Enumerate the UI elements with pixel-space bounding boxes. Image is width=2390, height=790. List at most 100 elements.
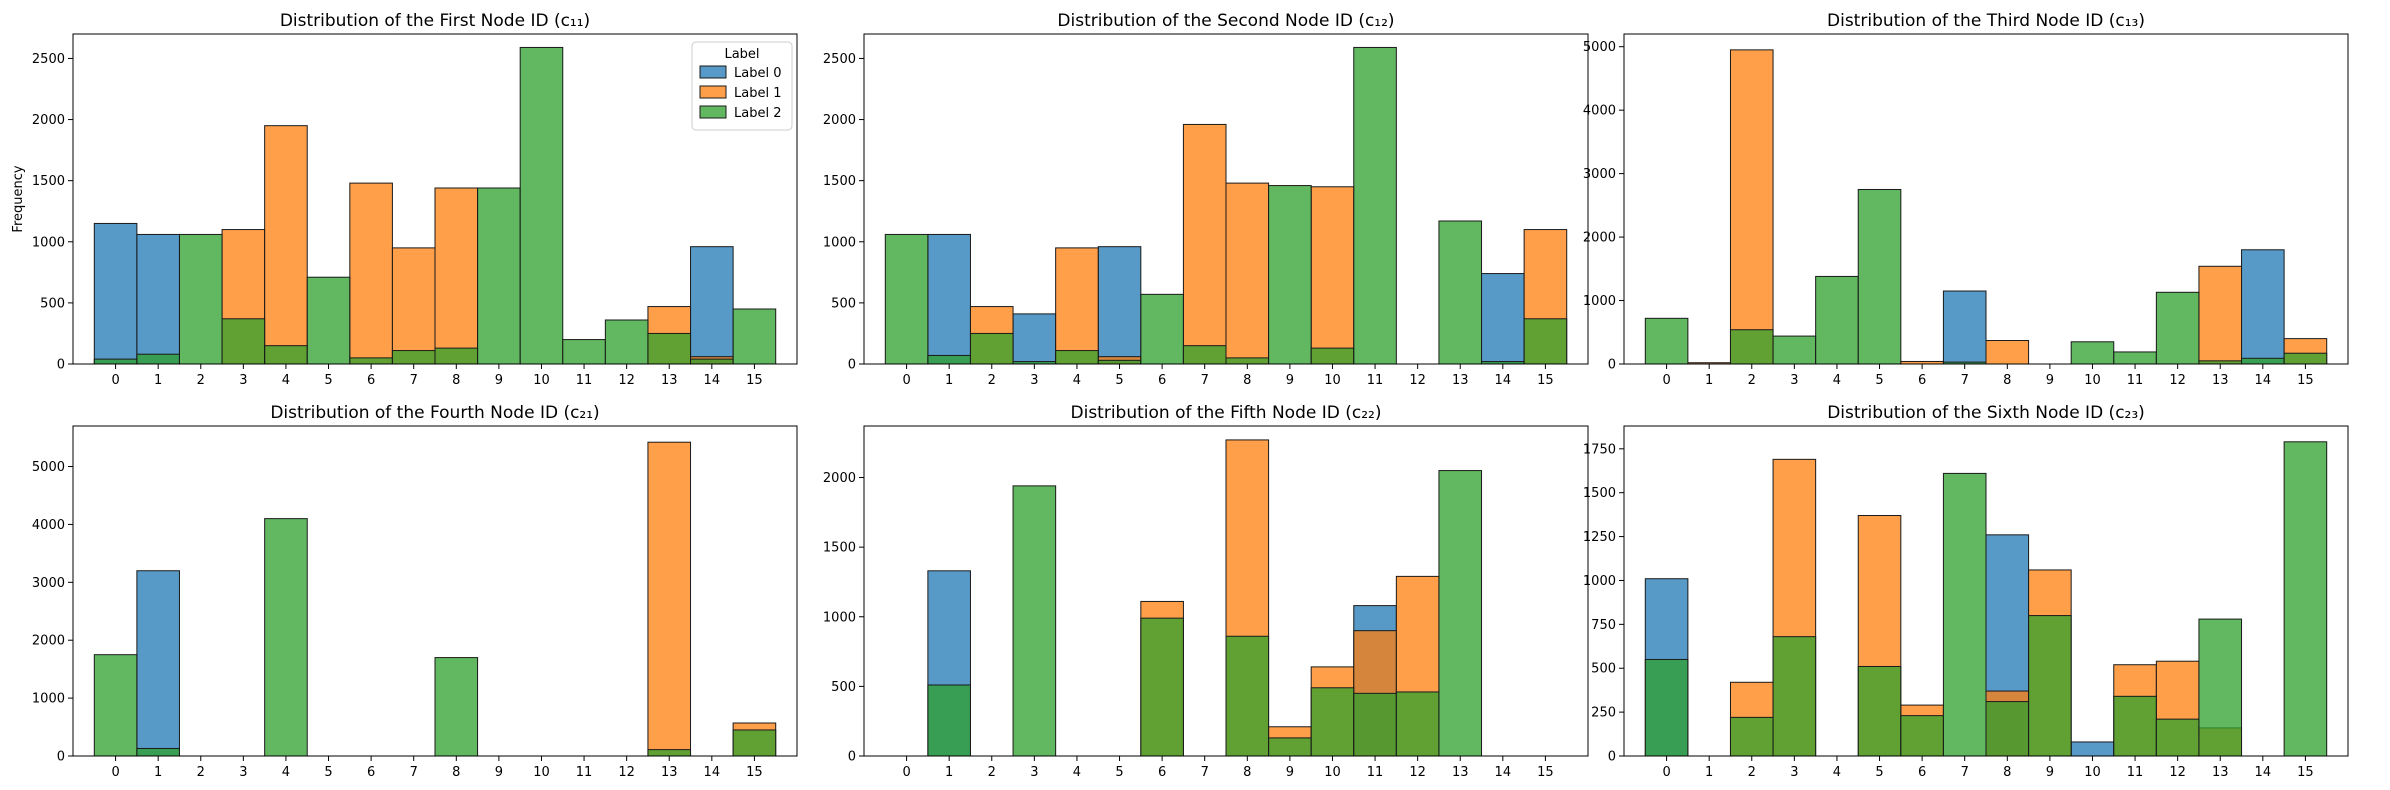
- legend-title: Label: [724, 47, 759, 62]
- bar-label-2-node-8: [1225, 635, 1270, 757]
- bar-label-1-node-2: [1729, 49, 1774, 365]
- bar-label-2-node-13: [647, 332, 692, 365]
- bar-label-2-node-10: [2070, 341, 2115, 365]
- y-tick-label: 250: [1591, 706, 1616, 721]
- x-tick-label: 7: [1201, 373, 1209, 388]
- x-tick-label: 0: [902, 765, 910, 780]
- bar-label-2-node-9: [477, 187, 521, 365]
- panel-6-bars: [1644, 441, 2328, 757]
- legend: Label Label 0 Label 1 Label 2: [691, 41, 793, 131]
- x-tick-label: 9: [2046, 373, 2054, 388]
- panel-1-frame: [72, 33, 798, 365]
- bar-label-2-node-15: [732, 729, 777, 757]
- x-tick-label: 14: [704, 373, 721, 388]
- x-tick-label: 13: [1452, 765, 1469, 780]
- x-tick-label: 6: [1918, 765, 1926, 780]
- y-tick-label: 0: [1608, 358, 1616, 373]
- bar-label-2-node-9: [1268, 185, 1312, 365]
- bar-label-2-node-6: [1900, 715, 1944, 757]
- bar-label-1-node-13: [2198, 265, 2243, 365]
- x-tick-label: 2: [1748, 765, 1756, 780]
- bar-label-2-node-10: [1310, 347, 1355, 365]
- panel-1-ylabel: Frequency: [11, 165, 26, 232]
- bar-label-2-node-11: [2113, 695, 2157, 757]
- x-tick-label: 7: [410, 765, 418, 780]
- bar-label-2-node-7: [1942, 472, 1987, 757]
- x-tick-label: 2: [1748, 373, 1756, 388]
- x-tick-label: 8: [2003, 373, 2011, 388]
- bar-label-2-node-6: [1140, 293, 1184, 365]
- panel-6-title: Distribution of the Sixth Node ID (c₂₃): [1827, 403, 2145, 423]
- x-tick-label: 0: [111, 765, 119, 780]
- x-tick-label: 0: [111, 373, 119, 388]
- x-tick-label: 15: [746, 765, 763, 780]
- panel-2-frame: [863, 33, 1589, 365]
- x-tick-label: 13: [661, 765, 678, 780]
- panel-4-bars: [93, 441, 777, 757]
- bar-label-2-node-3: [1772, 335, 1817, 365]
- bar-label-1-node-7: [391, 247, 436, 365]
- y-tick-label: 0: [57, 358, 65, 373]
- y-tick-label: 4000: [32, 518, 65, 533]
- legend-entry-label-2: Label 2: [734, 106, 781, 121]
- bar-label-1-node-8: [1985, 340, 2030, 365]
- y-tick-label: 2000: [823, 471, 856, 486]
- y-tick-label: 1000: [1583, 574, 1616, 589]
- y-tick-label: 2500: [32, 52, 65, 67]
- x-tick-label: 1: [945, 765, 953, 780]
- bar-label-2-node-5: [306, 276, 351, 365]
- x-tick-label: 14: [2255, 765, 2272, 780]
- x-tick-label: 9: [1286, 765, 1294, 780]
- x-tick-label: 1: [154, 373, 162, 388]
- x-tick-label: 12: [2169, 765, 2186, 780]
- y-tick-label: 500: [831, 680, 856, 695]
- y-tick-label: 2500: [823, 52, 856, 67]
- bar-label-2-node-9: [1268, 737, 1312, 757]
- x-tick-label: 11: [1367, 765, 1384, 780]
- bar-label-0-node-14: [1481, 273, 1525, 365]
- x-tick-label: 5: [1875, 373, 1883, 388]
- y-tick-label: 4000: [1583, 104, 1616, 119]
- x-tick-label: 9: [2046, 765, 2054, 780]
- x-tick-label: 10: [2084, 373, 2101, 388]
- x-tick-label: 15: [746, 373, 763, 388]
- bar-label-0-node-14: [690, 246, 734, 365]
- bar-label-2-node-10: [519, 46, 564, 365]
- panel-1-bars: [93, 46, 777, 365]
- y-tick-label: 1500: [823, 174, 856, 189]
- x-tick-label: 9: [495, 765, 503, 780]
- x-tick-label: 4: [1073, 765, 1081, 780]
- x-tick-label: 11: [576, 373, 593, 388]
- bar-label-2-node-9: [2028, 615, 2072, 757]
- bar-label-2-node-11: [1353, 692, 1397, 757]
- x-tick-label: 14: [1495, 765, 1512, 780]
- panel-5-bars: [927, 439, 1483, 757]
- panel-6-frame: [1623, 425, 2349, 757]
- legend-swatch-label-0: [699, 65, 727, 79]
- bar-label-2-node-8: [434, 347, 479, 365]
- x-tick-label: 5: [324, 373, 332, 388]
- y-tick-label: 1500: [1583, 486, 1616, 501]
- y-tick-label: 1500: [32, 174, 65, 189]
- x-tick-label: 10: [1324, 765, 1341, 780]
- x-tick-label: 2: [197, 373, 205, 388]
- bar-label-2-node-6: [349, 357, 393, 365]
- x-tick-label: 9: [495, 373, 503, 388]
- y-tick-label: 5000: [32, 460, 65, 475]
- x-tick-label: 8: [452, 765, 460, 780]
- x-tick-label: 10: [533, 373, 550, 388]
- y-tick-label: 1750: [1583, 442, 1616, 457]
- bar-label-1-node-7: [1182, 123, 1227, 365]
- bar-label-1-node-4: [1055, 247, 1099, 365]
- y-tick-label: 500: [831, 296, 856, 311]
- bar-label-1-node-6: [349, 182, 393, 365]
- y-tick-label: 1500: [823, 541, 856, 556]
- bar-label-0-node-1: [136, 233, 180, 365]
- panel-4-ticks: 0 1 2 3 4 5 6 7 8 9 10 11 12 13 14 15010002000300040005…: [32, 460, 763, 780]
- bar-label-2-node-5: [1097, 359, 1142, 365]
- legend-swatch-label-1: [699, 85, 727, 99]
- bar-label-2-node-11: [1353, 46, 1397, 365]
- panel-2-title: Distribution of the Second Node ID (c₁₂): [1057, 11, 1394, 31]
- bar-label-0-node-14: [2241, 249, 2285, 365]
- x-tick-label: 4: [1833, 765, 1841, 780]
